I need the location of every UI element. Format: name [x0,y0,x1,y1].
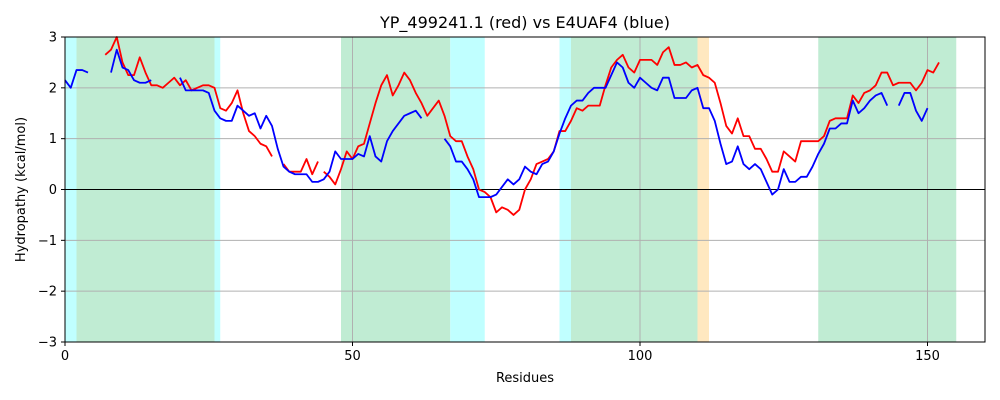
y-tick-label: 1 [49,132,57,147]
x-tick-label: 150 [915,349,940,364]
y-tick-label: 0 [49,183,57,198]
series-0-line [323,46,940,216]
x-axis-title: Residues [496,371,554,386]
series-1-line [179,77,423,183]
y-tick-label: −1 [38,234,57,249]
y-tick-label: 3 [49,31,57,46]
x-tick-label: 100 [628,349,653,364]
series-1-line [897,92,929,122]
y-tick-label: −2 [38,285,57,300]
chart-title: YP_499241.1 (red) vs E4UAF4 (blue) [379,13,670,33]
series-1-line [110,48,152,84]
y-tick-label: −3 [38,336,57,351]
series-1-line [64,69,89,89]
series-0-line [104,36,273,157]
y-axis-title: Hydropathy (kcal/mol) [14,117,29,262]
x-tick-label: 0 [61,349,69,364]
x-tick-label: 50 [344,349,361,364]
y-tick-label: 2 [49,81,57,96]
axis-ticks: 0 50 100 150 −3 −2 −1 0 1 2 3 [38,31,940,365]
series-lines [64,36,940,216]
series-1-line [443,61,889,199]
